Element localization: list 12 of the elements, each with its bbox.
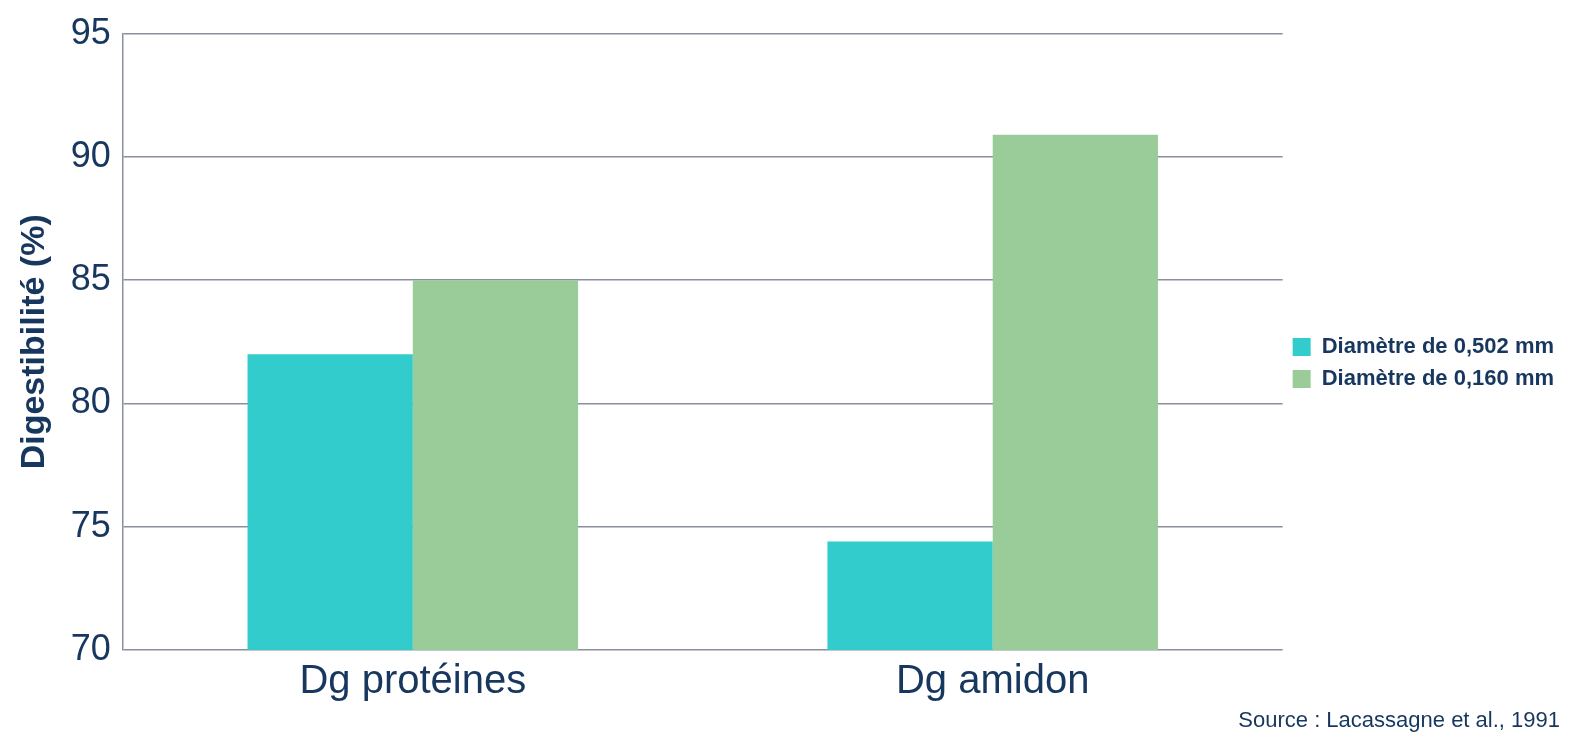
y-axis-title: Digestibilité (%): [12, 214, 51, 470]
x-tick-label: Dg amidon: [895, 657, 1090, 702]
y-tick-label: 95: [70, 10, 111, 52]
y-tick-label: 90: [70, 133, 111, 175]
y-tick-label: 70: [70, 626, 111, 668]
source-note: Source : Lacassagne et al., 1991: [1238, 707, 1560, 733]
x-tick-label: Dg protéines: [299, 657, 527, 702]
y-tick-label: 80: [70, 380, 111, 422]
legend-label: Diamètre de 0,502 mm: [1321, 333, 1554, 359]
y-tick-label: 75: [70, 503, 111, 545]
y-tick-label: 85: [70, 257, 111, 299]
legend-label: Diamètre de 0,160 mm: [1321, 365, 1554, 391]
